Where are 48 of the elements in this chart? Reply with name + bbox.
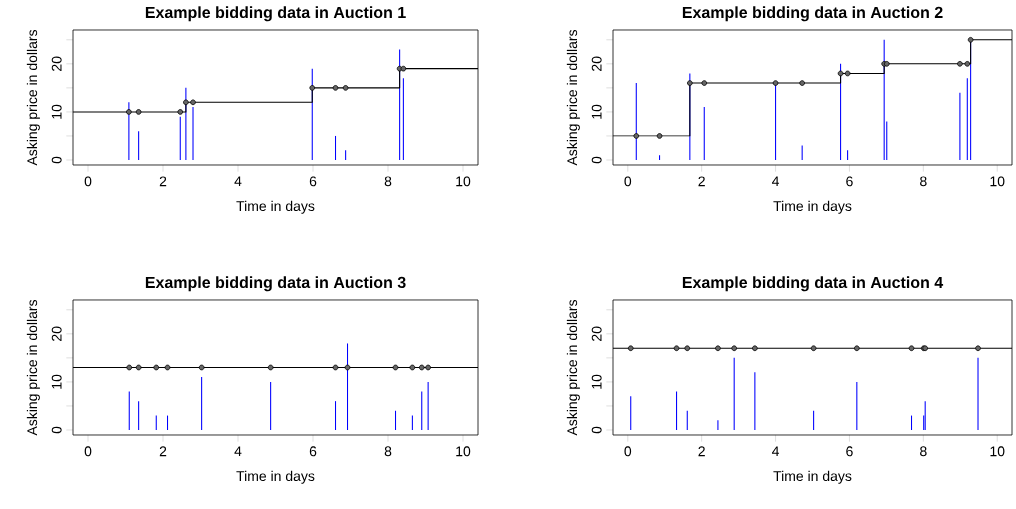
chart-title: Example bidding data in Auction 1	[145, 6, 406, 22]
x-tick-label: 10	[990, 176, 1005, 187]
x-tick-label: 10	[456, 176, 471, 187]
y-tick-label: 0	[51, 156, 62, 164]
x-tick-label: 8	[920, 176, 927, 187]
x-tick-label: 6	[846, 446, 853, 457]
y-tick-label: 10	[51, 104, 62, 119]
y-axis-title: Asking price in dollars	[566, 29, 580, 166]
x-tick-label: 4	[771, 446, 780, 456]
x-tick-label: 4	[234, 446, 242, 456]
x-tick-label: 0	[624, 446, 632, 457]
x-axis-title: Time in days	[773, 470, 852, 484]
x-tick-label: 6	[309, 446, 317, 457]
x-axis-title: Time in days	[773, 200, 852, 214]
x-tick-label: 8	[384, 446, 392, 457]
x-tick-label: 0	[624, 176, 632, 187]
y-tick-label: 20	[51, 326, 62, 341]
y-tick-label: 0	[51, 426, 62, 434]
x-tick-label: 4	[234, 176, 242, 186]
y-tick-label: 10	[591, 374, 602, 389]
x-tick-label: 2	[698, 176, 705, 187]
y-axis-title: Asking price in dollars	[26, 29, 40, 166]
y-axis-title: Asking price in dollars	[26, 299, 40, 436]
y-tick-label: 20	[591, 56, 602, 71]
y-tick-label: 0	[591, 426, 602, 434]
y-tick-label: 0	[591, 156, 602, 164]
y-tick-label: 20	[51, 56, 62, 71]
x-tick-label: 10	[456, 446, 471, 457]
x-tick-label: 4	[771, 176, 780, 186]
x-tick-label: 6	[846, 176, 853, 187]
x-tick-label: 8	[920, 446, 927, 457]
x-tick-label: 2	[698, 446, 705, 457]
x-tick-label: 6	[309, 176, 317, 187]
x-tick-label: 0	[84, 176, 92, 187]
x-tick-label: 8	[384, 176, 392, 187]
y-axis-title: Asking price in dollars	[566, 299, 580, 436]
chart-title: Example bidding data in Auction 4	[682, 276, 944, 292]
x-tick-label: 2	[159, 446, 167, 457]
x-axis-title: Time in days	[236, 200, 315, 214]
y-tick-label: 20	[591, 326, 602, 341]
x-tick-label: 0	[84, 446, 92, 457]
x-tick-label: 2	[159, 176, 167, 187]
y-tick-label: 10	[591, 104, 602, 119]
chart-title: Example bidding data in Auction 2	[682, 6, 943, 22]
x-axis-title: Time in days	[236, 470, 315, 484]
chart-title: Example bidding data in Auction 3	[145, 276, 406, 292]
x-tick-label: 10	[990, 446, 1005, 457]
y-tick-label: 10	[51, 374, 62, 389]
